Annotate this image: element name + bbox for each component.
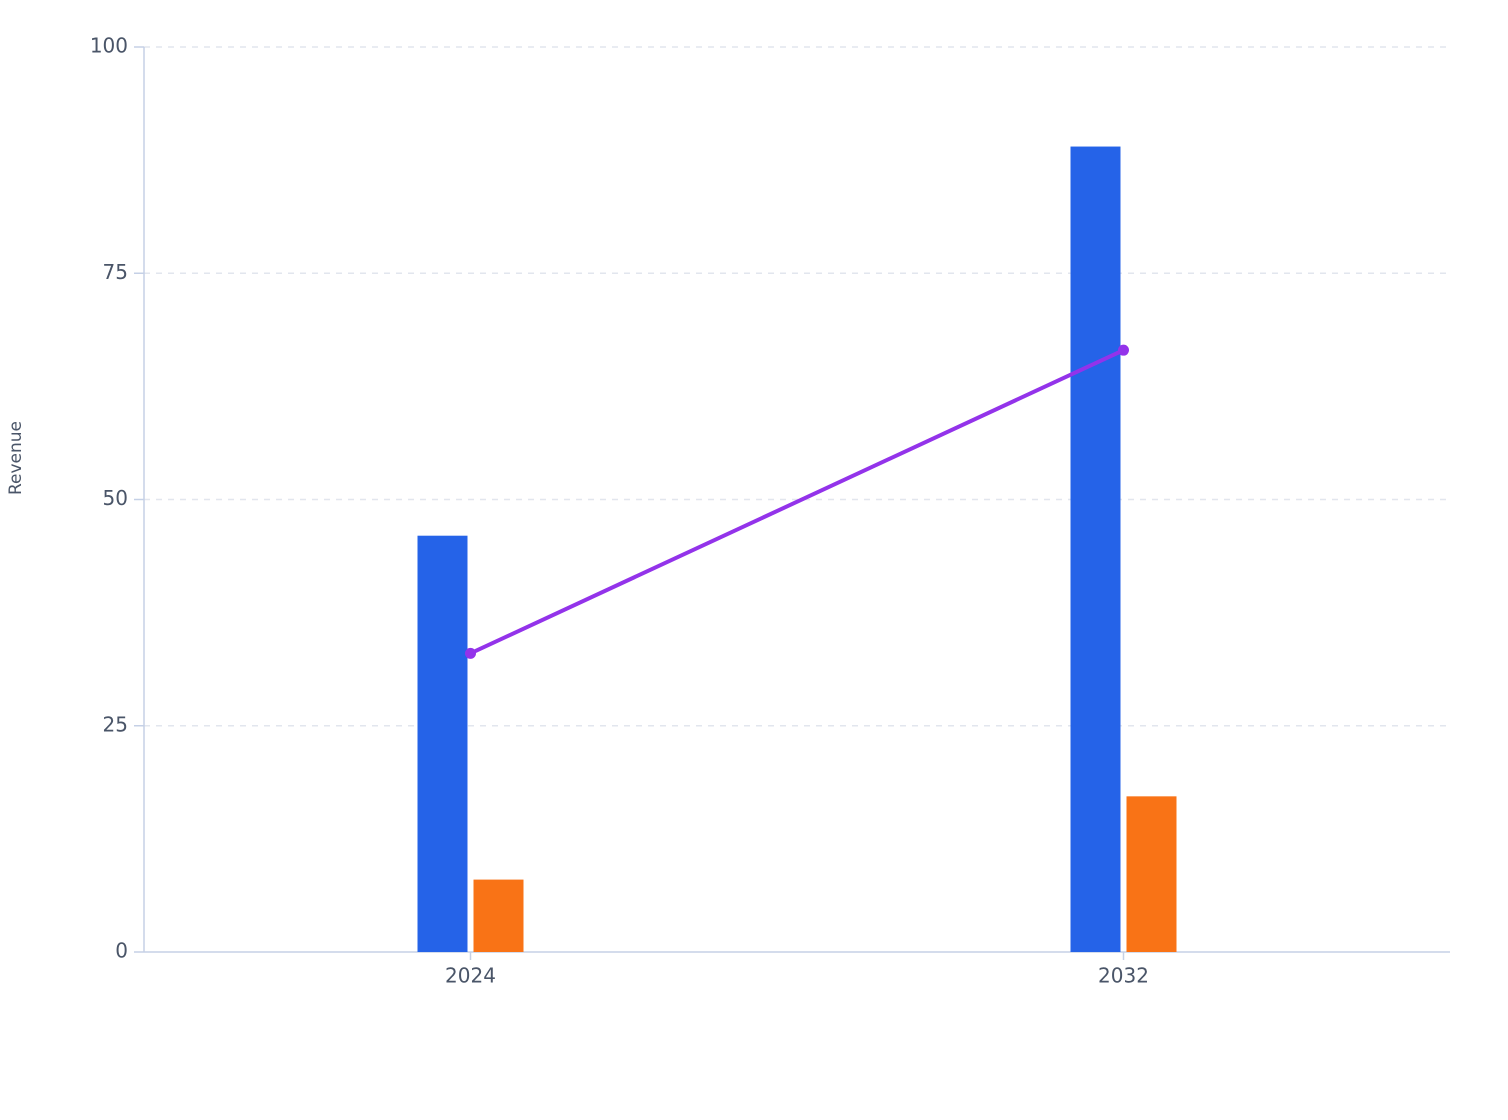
y-axis-label: Revenue <box>6 421 26 495</box>
x-tick-label: 2032 <box>1098 964 1149 988</box>
bar <box>1070 146 1121 953</box>
bar <box>473 879 524 952</box>
y-tick-label: 25 <box>103 712 128 736</box>
x-tick-label: 2024 <box>445 964 496 988</box>
y-tick-label: 100 <box>90 34 128 58</box>
line-point <box>465 647 476 659</box>
bar <box>1126 796 1177 952</box>
line <box>469 348 1125 656</box>
y-tick-label: 0 <box>115 939 128 963</box>
y-tick-label: 50 <box>103 486 128 510</box>
y-tick-label: 75 <box>103 260 128 284</box>
line-point <box>1118 344 1129 356</box>
bar <box>417 535 468 952</box>
